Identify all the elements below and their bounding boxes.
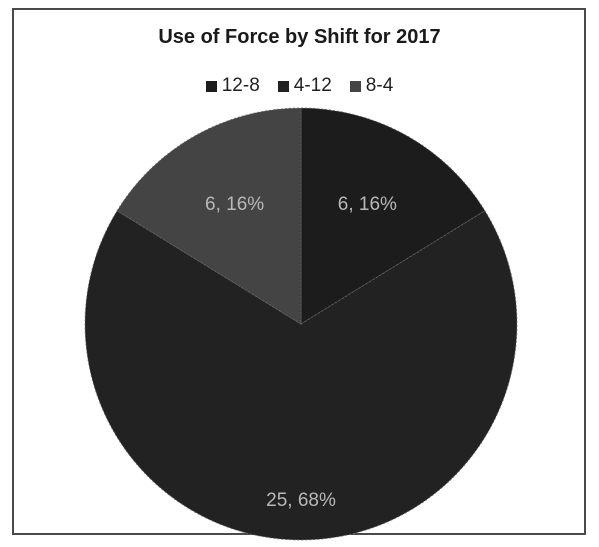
legend-item-12-8: 12-8 [205,75,260,97]
data-label-8-4: 6, 16% [205,194,264,215]
legend-label-4-12: 4-12 [293,75,332,96]
legend-label-8-4: 8-4 [365,75,394,96]
legend-item-4-12: 4-12 [277,75,332,97]
pie-slices [84,107,518,541]
data-label-4-12: 25, 68% [266,490,336,511]
legend-label-12-8: 12-8 [221,75,260,96]
pie-slice-8-4 [116,107,302,325]
legend-item-8-4: 8-4 [349,75,394,97]
pie-data-labels: 6, 16% 25, 68% 6, 16% [205,194,397,511]
legend-swatch-4-12 [277,80,289,92]
legend-swatch-8-4 [349,80,361,92]
legend-swatch-12-8 [205,80,217,92]
pie-slice-4-12 [84,210,518,541]
pie-slice-12-8 [300,107,486,325]
chart-legend: 12-8 4-12 8-4 [0,75,599,97]
data-label-12-8: 6, 16% [338,194,397,215]
chart-title: Use of Force by Shift for 2017 [158,26,441,48]
